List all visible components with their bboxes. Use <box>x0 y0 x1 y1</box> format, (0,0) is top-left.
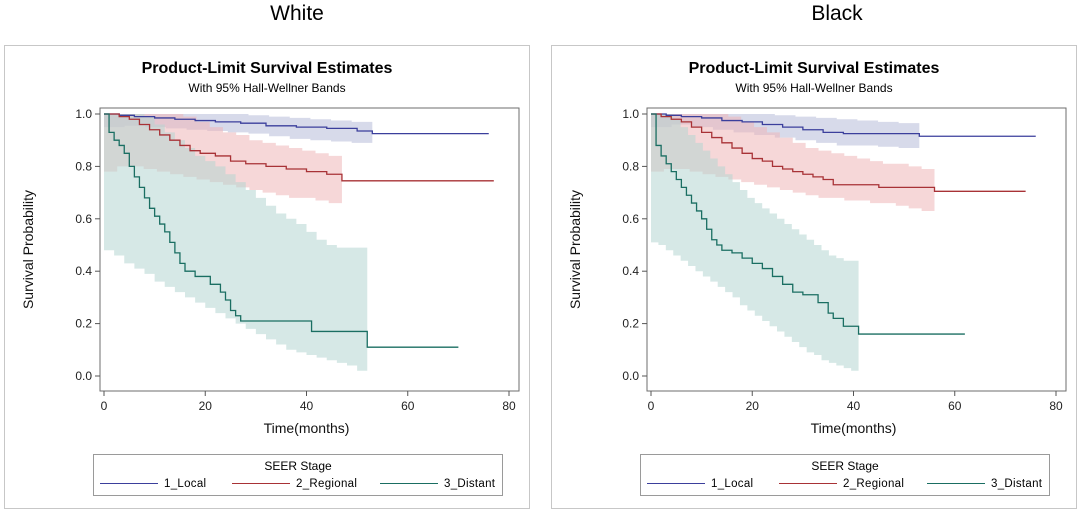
plot-area: 0 20 40 60 80 0.0 0.2 0.4 0.6 0.8 1.0 Time(months) S… <box>567 107 1067 436</box>
legend-label-regional: 2_Regional <box>296 478 358 490</box>
legend-title: SEER Stage <box>811 459 879 473</box>
legend-label-distant: 3_Distant <box>444 478 496 490</box>
legend: SEER Stage 1_Local 2_Regional 3_Distant <box>640 454 1050 496</box>
survival-chart-black: Product-Limit Survival Estimates With 95… <box>551 45 1077 509</box>
legend-entry-distant: 3_Distant <box>927 478 1042 492</box>
group-title-white: White <box>270 2 324 25</box>
survival-curve-local <box>104 113 489 135</box>
x-axis-label: Time(months) <box>811 420 897 436</box>
legend-entry-local: 1_Local <box>100 478 206 492</box>
y-tick-label: 0.4 <box>622 264 639 278</box>
x-tick-label: 0 <box>101 399 108 413</box>
plot-area: 0 20 40 60 80 0.0 0.2 0.4 0.6 0.8 1.0 Time(months) S… <box>20 107 520 436</box>
x-tick-label: 80 <box>502 399 516 413</box>
y-tick-label: 0.2 <box>75 317 92 331</box>
y-tick-label: 1.0 <box>622 107 639 121</box>
survival-curve-distant <box>104 113 459 348</box>
y-tick-label: 0.6 <box>75 212 92 226</box>
legend-swatch-distant <box>380 483 438 485</box>
legend-swatch-local <box>100 483 158 485</box>
y-tick-label: 0.6 <box>622 212 639 226</box>
survival-curve-local <box>651 113 1036 137</box>
survival-chart-white: Product-Limit Survival Estimates With 95… <box>4 45 530 509</box>
x-tick-label: 40 <box>847 399 861 413</box>
y-tick-label: 0.0 <box>75 369 92 383</box>
survival-curve-regional <box>651 113 1026 192</box>
x-tick-label: 80 <box>1049 399 1063 413</box>
x-tick-label: 20 <box>746 399 760 413</box>
y-axis-label: Survival Probability <box>567 190 583 309</box>
legend-entry-local: 1_Local <box>647 478 753 492</box>
y-tick-label: 0.8 <box>75 159 92 173</box>
legend-swatch-local <box>647 483 705 485</box>
legend-title: SEER Stage <box>264 459 332 473</box>
y-tick-label: 1.0 <box>75 107 92 121</box>
x-tick-label: 60 <box>948 399 962 413</box>
survival-curve-distant <box>651 113 965 335</box>
confidence-band-distant <box>651 114 859 371</box>
plot-frame <box>99 107 520 392</box>
y-tick-label: 0.2 <box>622 317 639 331</box>
group-title-black: Black <box>811 2 863 25</box>
y-tick-label: 0.4 <box>75 264 92 278</box>
legend-swatch-regional <box>779 483 837 485</box>
legend-label-regional: 2_Regional <box>843 478 905 490</box>
x-tick-label: 20 <box>199 399 213 413</box>
legend-label-distant: 3_Distant <box>991 478 1043 490</box>
legend-entry-distant: 3_Distant <box>380 478 495 492</box>
chart-subtitle: With 95% Hall-Wellner Bands <box>188 81 346 95</box>
legend-label-local: 1_Local <box>711 478 754 490</box>
y-tick-label: 0.8 <box>622 159 639 173</box>
legend-swatch-regional <box>232 483 290 485</box>
x-axis-label: Time(months) <box>264 420 350 436</box>
legend-swatch-distant <box>927 483 985 485</box>
legend-label-local: 1_Local <box>164 478 207 490</box>
x-tick-label: 60 <box>401 399 415 413</box>
legend-entry-regional: 2_Regional <box>779 478 904 492</box>
chart-subtitle: With 95% Hall-Wellner Bands <box>735 81 893 95</box>
survival-curve-regional <box>104 113 494 182</box>
confidence-band-distant <box>104 114 368 371</box>
chart-title: Product-Limit Survival Estimates <box>688 60 940 77</box>
chart-title: Product-Limit Survival Estimates <box>141 60 393 77</box>
y-axis-label: Survival Probability <box>20 190 36 309</box>
legend-entry-regional: 2_Regional <box>232 478 357 492</box>
y-tick-label: 0.0 <box>622 369 639 383</box>
x-tick-label: 40 <box>300 399 314 413</box>
legend: SEER Stage 1_Local 2_Regional 3_Distant <box>93 454 503 496</box>
plot-frame <box>646 107 1067 392</box>
x-tick-label: 0 <box>648 399 655 413</box>
